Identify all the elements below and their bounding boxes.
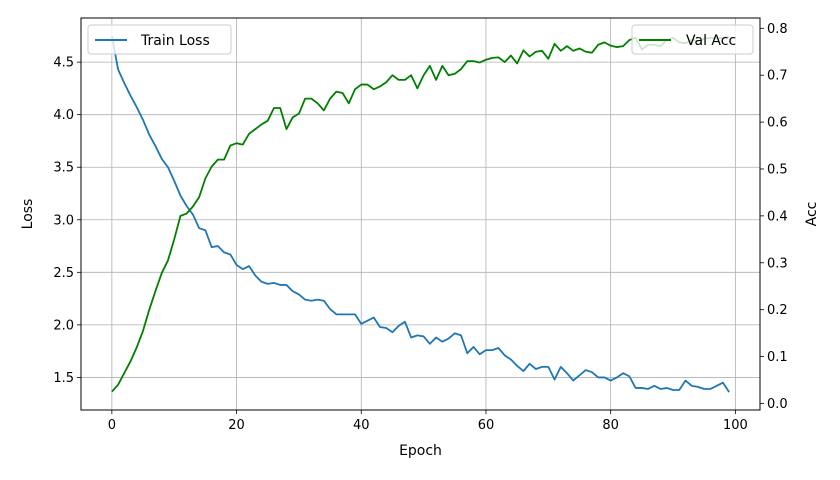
x-tick-label: 60 <box>478 418 495 433</box>
train-loss-line <box>110 35 730 393</box>
right-y-tick-label: 0.4 <box>767 209 788 224</box>
right-y-tick-label: 0.3 <box>767 256 788 271</box>
train-loss-series <box>110 35 730 393</box>
legend-val-acc-label: Val Acc <box>686 33 736 49</box>
left-y-tick-label: 2.5 <box>53 266 74 281</box>
legend-val-acc: Val Acc <box>631 24 754 55</box>
right-y-tick-label: 0.5 <box>767 162 788 177</box>
left-y-axis-ticks: 1.5 2.0 2.5 3.0 3.5 4.0 4.5 <box>53 56 81 386</box>
right-y-axis-title: Acc <box>804 202 820 227</box>
val-acc-series <box>111 35 730 393</box>
left-y-tick-label: 1.5 <box>53 371 74 386</box>
right-y-tick-label: 0.6 <box>767 116 788 131</box>
right-y-tick-label: 0.0 <box>767 397 788 412</box>
val-acc-line <box>111 35 730 393</box>
plot-area-frame <box>80 17 761 411</box>
left-y-axis-title: Loss <box>20 199 36 230</box>
legend-train-loss: Train Loss <box>87 24 232 55</box>
right-y-tick-label: 0.2 <box>767 303 788 318</box>
left-y-tick-label: 3.0 <box>53 213 74 228</box>
right-y-tick-label: 0.7 <box>767 69 788 84</box>
x-tick-label: 100 <box>723 418 748 433</box>
x-tick-label: 80 <box>602 418 619 433</box>
legend-val-acc-box <box>631 24 754 55</box>
right-y-tick-label: 0.1 <box>767 350 788 365</box>
right-y-tick-label: 0.8 <box>767 22 788 37</box>
left-y-tick-label: 3.5 <box>53 161 74 176</box>
x-tick-label: 40 <box>353 418 370 433</box>
right-y-axis-ticks: 0.0 0.1 0.2 0.3 0.4 0.5 0.6 0.7 0.8 <box>760 22 788 412</box>
x-axis-ticks: 0 20 40 60 80 100 <box>108 410 748 433</box>
left-y-tick-label: 4.5 <box>53 56 74 71</box>
legend-train-loss-label: Train Loss <box>140 33 210 49</box>
left-y-tick-label: 4.0 <box>53 108 74 123</box>
x-tick-label: 20 <box>228 418 245 433</box>
x-tick-label: 0 <box>108 418 116 433</box>
left-y-tick-label: 2.0 <box>53 318 74 333</box>
x-axis-title: Epoch <box>399 443 442 459</box>
grid-lines <box>81 18 760 410</box>
legend-train-loss-box <box>87 24 232 55</box>
